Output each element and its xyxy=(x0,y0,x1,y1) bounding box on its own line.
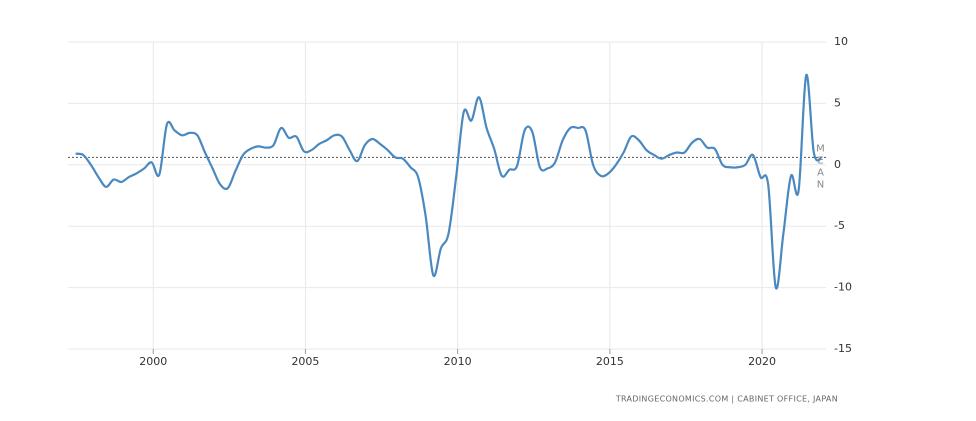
source: TRADINGECONOMICS.COM | CABINET OFFICE, J… xyxy=(615,395,838,404)
y-tick-label: 5 xyxy=(834,96,841,109)
data-line xyxy=(75,74,823,290)
y-tick-label: 10 xyxy=(834,35,848,48)
x-tick-label: 2000 xyxy=(139,355,167,368)
y-tick-label: -10 xyxy=(834,281,852,294)
y-tick-label: 0 xyxy=(834,158,841,171)
mean-label: MEAN xyxy=(815,143,826,191)
x-tick-label: 2015 xyxy=(596,355,624,368)
y-tick-label: -15 xyxy=(834,342,852,355)
y-tick-label: -5 xyxy=(834,219,845,232)
x-tick-label: 2010 xyxy=(444,355,472,368)
x-tick-label: 2020 xyxy=(748,355,776,368)
x-tick-label: 2005 xyxy=(291,355,319,368)
